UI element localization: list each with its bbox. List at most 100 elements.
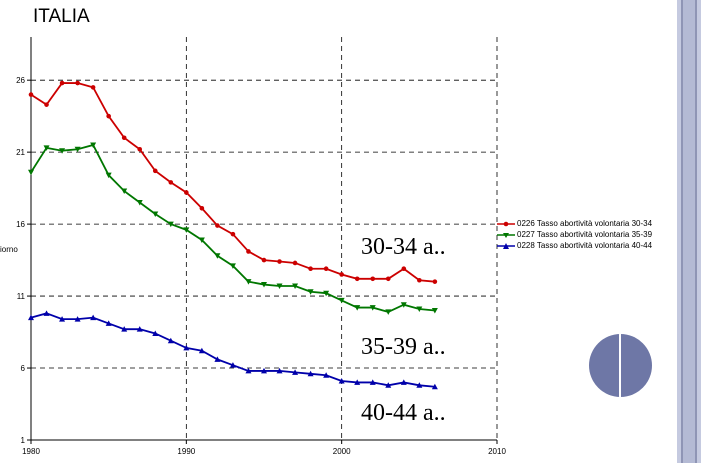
data-point [385,382,392,388]
data-point [354,379,361,385]
data-point [308,266,313,272]
decorative-strip [677,0,701,463]
data-point [261,257,267,263]
data-point [431,307,438,314]
chart-title: ITALIA [33,6,90,27]
data-point [417,277,422,283]
data-point [75,80,80,86]
data-point [369,305,376,311]
data-point [43,310,50,316]
data-point [121,135,127,141]
data-point [354,305,361,311]
legend-swatch-30-34 [497,221,515,226]
y-tick-label: 6 [21,364,26,373]
legend-label-35-39: 0227 Tasso abortività volontaria 35-39 [517,230,653,239]
data-point [105,320,112,326]
data-point [167,337,174,344]
y-tick-label: 11 [17,292,26,301]
data-point [28,314,34,321]
x-tick-label: 2010 [488,447,506,456]
data-point [276,283,283,289]
annotation-35-39: 35-39 a.. [357,334,450,360]
data-point [90,314,97,321]
data-point [105,172,112,179]
data-point [152,211,159,218]
legend-item-35-39: 0227 Tasso abortività volontaria 35-39 [497,229,652,240]
data-point [338,297,345,304]
y-tick-label: 16 [16,220,25,229]
strip-inner [683,0,695,463]
data-point [323,290,330,297]
data-point [152,168,158,174]
data-point [323,266,329,272]
annotation-30-34: 30-34 a.. [357,234,450,260]
data-point [152,330,159,336]
y-tick-label: 26 [16,76,25,85]
data-point [370,276,376,282]
legend-item-40-44: 0228 Tasso abortività volontaria 40-44 [497,240,652,251]
data-point [261,367,267,374]
data-point [401,266,407,272]
data-point [385,276,391,282]
data-point [199,205,205,211]
data-point [416,382,423,388]
data-point [137,146,143,152]
data-point [292,369,299,375]
y-tick-label: 1 [21,436,26,445]
data-point [28,169,34,176]
data-point [198,237,205,243]
series-line-1 [30,143,435,313]
data-point [215,223,220,228]
data-point [385,309,392,315]
data-point [261,282,267,288]
data-point [338,377,345,384]
x-tick-label: 2000 [333,447,351,456]
data-point [214,356,221,362]
data-point [168,180,174,185]
y-axis-label: iorno [0,245,18,254]
legend-label-40-44: 0228 Tasso abortività volontaria 40-44 [517,241,653,250]
data-point [229,362,236,368]
strip-line-right [695,0,697,463]
x-tick-label: 1990 [177,447,195,456]
decorative-circle [589,334,652,397]
legend-swatch-40-44 [497,242,515,249]
data-point [90,85,96,90]
data-point [400,379,407,385]
data-point [74,316,81,322]
legend-label-30-34: 0226 Tasso abortività volontaria 30-34 [517,219,653,228]
data-point [59,148,66,154]
data-point [43,145,50,151]
data-point [136,200,143,206]
data-point [59,80,65,86]
data-point [245,279,252,285]
data-point [44,102,49,107]
data-point [307,289,314,295]
data-point [74,146,81,153]
data-point [400,302,407,308]
data-point [432,279,438,284]
data-point [323,372,330,378]
data-point [106,113,111,119]
data-point [277,259,282,264]
data-point [307,370,314,377]
data-point [245,367,252,374]
data-point [183,344,190,351]
data-point [416,306,423,313]
data-point [136,326,143,332]
data-point [229,263,236,269]
data-point [339,272,344,277]
circle-divider [619,334,621,397]
data-point [230,231,236,237]
data-point [184,190,189,195]
data-point [292,260,298,266]
legend-item-30-34: 0226 Tasso abortività volontaria 30-34 [497,218,652,229]
x-tick-label: 1980 [22,447,40,456]
strip-line-left [681,0,683,463]
data-point [59,316,66,322]
data-point [214,253,221,259]
legend-swatch-35-39 [497,232,515,238]
data-point [121,326,128,332]
y-tick-label: 21 [16,148,25,157]
